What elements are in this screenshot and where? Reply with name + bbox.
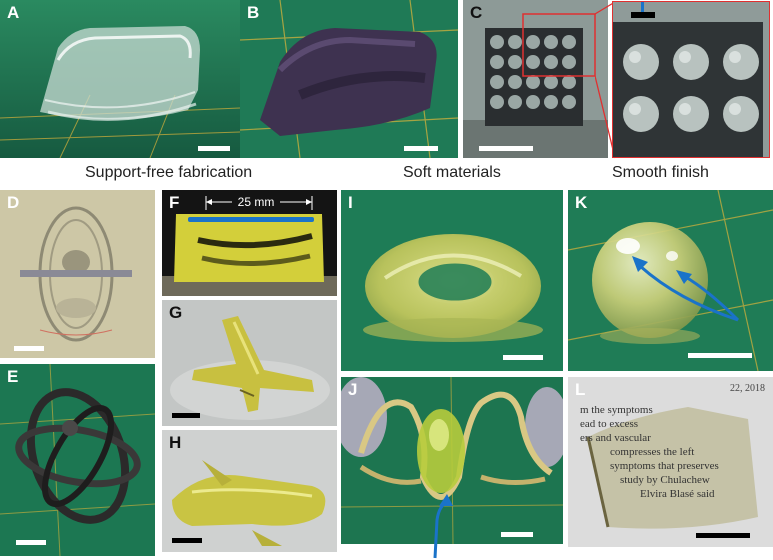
panel-b-label: B bbox=[247, 3, 260, 22]
dimension-label: 25 mm bbox=[238, 195, 275, 209]
newspaper-line: study by Chulachew bbox=[620, 474, 710, 486]
aligner-photo bbox=[0, 0, 240, 158]
panel-g-scale-bar bbox=[172, 413, 200, 418]
newspaper-line: m the symptoms bbox=[580, 404, 653, 416]
dental-model-photo bbox=[240, 0, 458, 158]
gyroscope-photo bbox=[0, 364, 155, 556]
panel-d-label: D bbox=[7, 193, 20, 212]
panel-j-label: J bbox=[348, 380, 358, 399]
blue-arrow-j bbox=[433, 494, 453, 559]
panel-g: G bbox=[162, 300, 337, 426]
sphere-photo bbox=[568, 190, 773, 371]
stretch-photo bbox=[341, 377, 563, 544]
panel-c: C bbox=[463, 0, 608, 158]
panel-c-inset-scale-bar bbox=[631, 12, 655, 18]
newspaper-line: Elvira Blasé said bbox=[640, 488, 715, 500]
panel-l-label: L bbox=[575, 380, 586, 399]
panel-d-scale-bar bbox=[14, 346, 44, 351]
panel-h-scale-bar bbox=[172, 538, 202, 543]
torus-photo bbox=[341, 190, 563, 371]
soft-block-photo: 25 mm bbox=[162, 190, 337, 296]
panel-e: E bbox=[0, 364, 155, 556]
newspaper-line: ers and vascular bbox=[580, 432, 651, 444]
gyroscope-resin-photo bbox=[0, 190, 155, 358]
lattice-zoom-photo bbox=[613, 2, 769, 157]
newspaper-date: 22, 2018 bbox=[730, 383, 765, 394]
inset-blue-marker bbox=[641, 2, 644, 12]
panel-f-label: F bbox=[169, 193, 180, 212]
panel-j-scale-bar bbox=[501, 532, 533, 537]
panel-l: m the symptoms ead to excess ers and vas… bbox=[568, 377, 773, 547]
airplane-top-photo bbox=[162, 300, 337, 426]
panel-c-inset bbox=[612, 1, 770, 158]
panel-i-label: I bbox=[348, 193, 353, 212]
newspaper-line: ead to excess bbox=[580, 418, 639, 430]
caption-smooth-finish: Smooth finish bbox=[612, 164, 709, 181]
airplane-side-photo bbox=[162, 430, 337, 552]
panel-b-scale-bar bbox=[404, 146, 438, 151]
panel-i-scale-bar bbox=[503, 355, 543, 360]
panel-h: H bbox=[162, 430, 337, 552]
panel-c-scale-bar bbox=[479, 146, 533, 151]
panel-e-scale-bar bbox=[16, 540, 46, 545]
panel-a-label: A bbox=[7, 3, 20, 22]
panel-f: 25 mm F bbox=[162, 190, 337, 296]
panel-c-label: C bbox=[470, 3, 483, 22]
panel-k: K bbox=[568, 190, 773, 371]
panel-i: I bbox=[341, 190, 563, 371]
panel-h-label: H bbox=[169, 433, 182, 452]
panel-l-scale-bar bbox=[696, 533, 750, 538]
panel-a-scale-bar bbox=[198, 146, 230, 151]
caption-support-free: Support-free fabrication bbox=[85, 164, 253, 181]
newspaper-text: m the symptoms ead to excess ers and vas… bbox=[580, 403, 770, 501]
newspaper-line: symptoms that preserves bbox=[610, 460, 719, 472]
lattice-photo bbox=[463, 0, 608, 158]
inset-connector bbox=[595, 1, 616, 159]
panel-k-scale-bar bbox=[688, 353, 752, 358]
panel-g-label: G bbox=[169, 303, 183, 322]
panel-j: J bbox=[341, 377, 563, 544]
panel-d: D bbox=[0, 190, 155, 358]
panel-k-label: K bbox=[575, 193, 588, 212]
caption-soft-materials: Soft materials bbox=[403, 164, 501, 181]
newspaper-photo bbox=[568, 377, 773, 547]
panel-b: B bbox=[240, 0, 458, 158]
newspaper-line: compresses the left bbox=[610, 446, 695, 458]
panel-e-label: E bbox=[7, 367, 19, 386]
panel-a: A bbox=[0, 0, 240, 158]
